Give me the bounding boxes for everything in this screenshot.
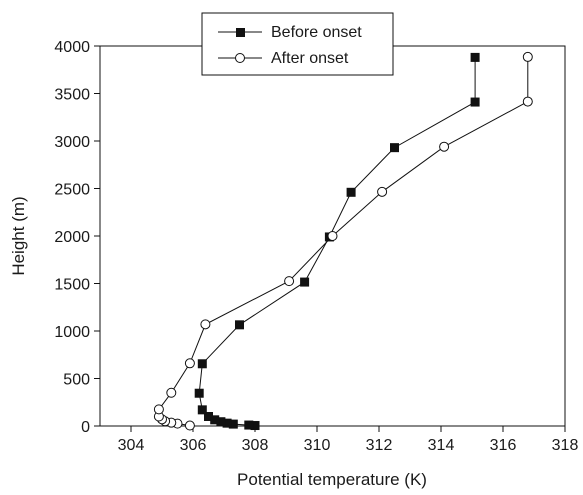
data-point-before-onset	[470, 97, 480, 107]
x-tick-label: 306	[180, 437, 207, 454]
y-tick-label: 1500	[54, 277, 90, 294]
data-point-before-onset	[300, 277, 310, 287]
y-tick-label: 0	[81, 419, 90, 436]
data-point-after-onset	[439, 141, 450, 152]
legend-box	[201, 12, 394, 76]
y-tick-label: 3000	[54, 134, 90, 151]
data-point-before-onset	[222, 418, 232, 428]
x-tick-label: 318	[552, 437, 579, 454]
data-point-after-onset	[327, 231, 338, 241]
data-point-after-onset	[200, 319, 211, 330]
x-tick-label: 312	[366, 437, 393, 454]
data-point-before-onset	[346, 187, 356, 197]
data-point-after-onset	[522, 51, 533, 62]
x-tick-label: 308	[242, 437, 269, 454]
data-point-after-onset	[184, 358, 195, 369]
data-point-before-onset	[204, 412, 213, 421]
data-point-before-onset	[194, 388, 204, 398]
legend-marker-after-onset	[235, 53, 245, 63]
y-tick-label: 2000	[54, 229, 90, 246]
data-point-before-onset	[216, 417, 226, 427]
legend-label-after-onset: After onset	[271, 50, 349, 67]
data-point-after-onset	[184, 420, 195, 431]
data-point-before-onset	[228, 419, 238, 429]
data-point-after-onset	[166, 387, 177, 398]
data-point-before-onset	[235, 320, 244, 330]
y-axis-ticks: 0 500 1000 1500 2000 2500 3000 3500 4000	[54, 39, 100, 436]
data-point-after-onset	[153, 404, 164, 415]
series-line-after-onset	[158, 56, 529, 426]
data-point-before-onset	[250, 421, 260, 431]
x-axis-title: Potential temperature (K)	[237, 470, 427, 489]
x-tick-label: 316	[490, 437, 517, 454]
series-after-onset	[153, 51, 533, 431]
y-tick-label: 500	[63, 372, 90, 389]
data-point-before-onset	[197, 359, 207, 369]
legend-label-before-onset: Before onset	[271, 24, 362, 41]
y-tick-label: 2500	[54, 182, 90, 199]
legend-marker-before-onset	[236, 28, 245, 37]
data-point-before-onset	[244, 420, 254, 430]
data-point-after-onset	[522, 96, 533, 107]
data-point-after-onset	[377, 186, 388, 197]
x-axis-ticks: 304 306 308 310 312 314 316 318	[118, 426, 579, 454]
data-point-before-onset	[197, 405, 207, 415]
data-point-before-onset	[470, 52, 480, 62]
series-line-before-onset	[198, 57, 476, 426]
x-tick-label: 314	[428, 437, 455, 454]
data-point-before-onset	[390, 143, 399, 153]
x-tick-label: 304	[118, 437, 145, 454]
y-tick-label: 1000	[54, 324, 90, 341]
series-layer	[153, 51, 533, 431]
series-before-onset	[194, 52, 480, 431]
x-tick-label: 310	[304, 437, 331, 454]
y-tick-label: 4000	[54, 39, 90, 56]
y-tick-label: 3500	[54, 87, 90, 104]
data-point-after-onset	[284, 276, 295, 287]
data-point-before-onset	[210, 415, 220, 425]
y-axis-title: Height (m)	[9, 196, 28, 275]
legend: Before onset After onset	[201, 12, 394, 76]
